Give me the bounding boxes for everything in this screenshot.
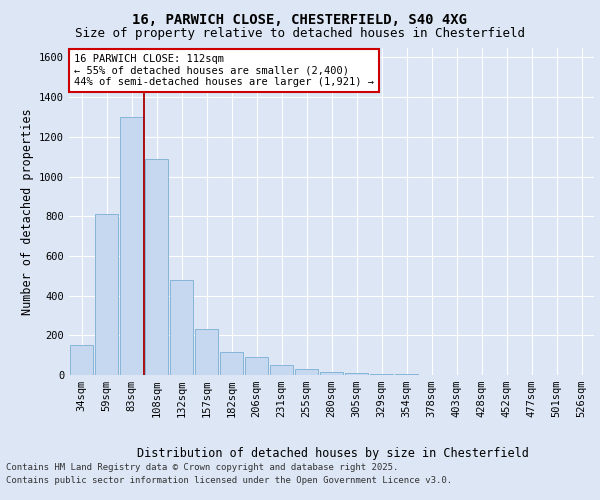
- Bar: [270, 365, 293, 375]
- Text: Contains public sector information licensed under the Open Government Licence v3: Contains public sector information licen…: [6, 476, 452, 485]
- Bar: [320, 372, 343, 375]
- Bar: [395, 374, 418, 375]
- Bar: [295, 369, 318, 375]
- Y-axis label: Number of detached properties: Number of detached properties: [20, 108, 34, 314]
- Text: 16 PARWICH CLOSE: 112sqm
← 55% of detached houses are smaller (2,400)
44% of sem: 16 PARWICH CLOSE: 112sqm ← 55% of detach…: [74, 54, 374, 87]
- Text: Distribution of detached houses by size in Chesterfield: Distribution of detached houses by size …: [137, 448, 529, 460]
- Text: Contains HM Land Registry data © Crown copyright and database right 2025.: Contains HM Land Registry data © Crown c…: [6, 464, 398, 472]
- Text: 16, PARWICH CLOSE, CHESTERFIELD, S40 4XG: 16, PARWICH CLOSE, CHESTERFIELD, S40 4XG: [133, 12, 467, 26]
- Bar: [245, 357, 268, 375]
- Bar: [95, 214, 118, 375]
- Bar: [70, 345, 93, 375]
- Bar: [170, 280, 193, 375]
- Bar: [345, 373, 368, 375]
- Text: Size of property relative to detached houses in Chesterfield: Size of property relative to detached ho…: [75, 28, 525, 40]
- Bar: [370, 374, 393, 375]
- Bar: [145, 158, 168, 375]
- Bar: [195, 330, 218, 375]
- Bar: [120, 117, 143, 375]
- Bar: [220, 352, 243, 375]
